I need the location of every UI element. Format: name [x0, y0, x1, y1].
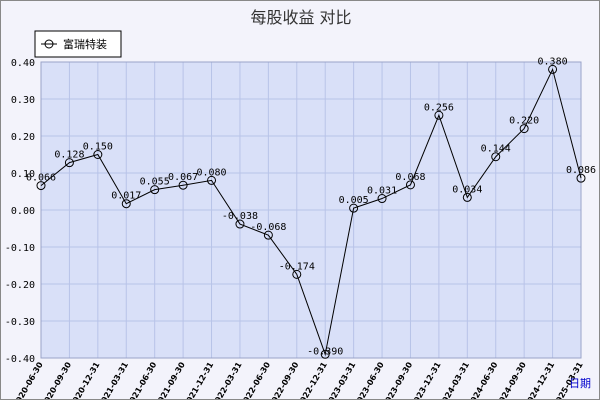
x-tick-label: 2022-12-31 — [296, 360, 330, 399]
x-tick-label: 2024-12-31 — [523, 360, 557, 399]
data-label: -0.038 — [222, 211, 258, 222]
data-label: 0.086 — [566, 165, 596, 176]
data-point — [491, 152, 501, 162]
data-label: 0.144 — [481, 144, 511, 155]
data-label: 0.066 — [26, 173, 56, 184]
y-tick-label: -0.40 — [5, 354, 35, 365]
data-point — [320, 349, 330, 359]
data-point — [121, 199, 131, 209]
x-tick-label: 2020-06-30 — [11, 360, 45, 399]
data-point — [462, 192, 472, 202]
data-label: 0.220 — [509, 116, 539, 127]
x-tick-label: 2020-09-30 — [40, 360, 74, 399]
y-tick-label: -0.30 — [5, 317, 35, 328]
x-tick-label: 2021-06-30 — [125, 360, 159, 399]
data-point — [349, 203, 359, 213]
data-label: -0.174 — [279, 261, 315, 272]
chart-title: 每股收益 对比 — [250, 8, 351, 27]
data-label: 0.031 — [367, 186, 397, 197]
data-point — [576, 173, 586, 183]
data-point — [150, 185, 160, 195]
data-label: 0.150 — [83, 142, 113, 153]
x-tick-label: 2020-12-31 — [68, 360, 102, 399]
data-label: 0.068 — [395, 172, 425, 183]
data-label: 0.380 — [538, 56, 568, 67]
y-tick-label: 0.40 — [11, 58, 35, 69]
data-point — [292, 269, 302, 279]
y-tick-label: 0.00 — [11, 206, 35, 217]
plot-border — [40, 61, 582, 359]
data-label: 0.017 — [111, 191, 141, 202]
data-point — [405, 180, 415, 190]
data-label: 0.080 — [196, 167, 226, 178]
data-point — [377, 194, 387, 204]
data-label: 0.256 — [424, 102, 454, 113]
data-point — [263, 230, 273, 240]
x-tick-label: 2024-09-30 — [495, 360, 529, 399]
data-point — [235, 219, 245, 229]
y-tick-label: -0.20 — [5, 280, 35, 291]
data-label: 0.055 — [140, 177, 170, 188]
data-label: 0.128 — [54, 150, 84, 161]
x-tick-label: 2022-03-31 — [210, 360, 244, 399]
x-tick-label: 2021-09-30 — [153, 360, 187, 399]
x-tick-label: 2023-12-31 — [409, 360, 443, 399]
data-point — [434, 110, 444, 120]
legend-marker — [44, 39, 54, 49]
x-tick-label: 2021-03-31 — [97, 360, 131, 399]
y-tick-label: -0.10 — [5, 243, 35, 254]
y-tick-label: 0.30 — [11, 95, 35, 106]
data-point — [64, 158, 74, 168]
data-label: 0.034 — [452, 184, 482, 195]
x-tick-label: 2023-09-30 — [381, 360, 415, 399]
data-point — [548, 64, 558, 74]
series-line — [40, 67, 582, 357]
data-point — [93, 150, 103, 159]
x-axis-label: 日期 — [569, 377, 591, 390]
data-point — [519, 124, 529, 134]
x-tick-label: 2022-09-30 — [267, 360, 301, 399]
x-tick-label: 2024-06-30 — [466, 360, 500, 399]
data-point — [36, 181, 46, 191]
data-point — [178, 180, 188, 190]
data-label: -0.390 — [307, 346, 343, 357]
data-label: 0.005 — [339, 195, 369, 206]
data-label: -0.068 — [250, 222, 286, 233]
x-tick-label: 2022-06-30 — [239, 360, 273, 399]
x-tick-label: 2023-03-31 — [324, 360, 358, 399]
y-tick-label: 0.10 — [11, 169, 35, 180]
x-tick-label: 2024-03-31 — [438, 360, 472, 399]
x-tick-label: 2023-06-30 — [352, 360, 386, 399]
y-tick-label: 0.20 — [11, 132, 35, 143]
data-label: 0.067 — [168, 172, 198, 183]
data-point — [207, 175, 217, 185]
legend-label: 富瑞特装 — [63, 37, 107, 51]
x-tick-label: 2021-12-31 — [182, 360, 216, 399]
